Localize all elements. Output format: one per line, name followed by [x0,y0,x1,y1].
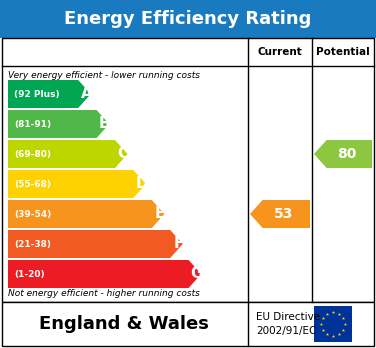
Text: (81-91): (81-91) [14,119,51,128]
Text: 2002/91/EC: 2002/91/EC [256,326,316,336]
Polygon shape [250,200,310,228]
Text: E: E [155,206,165,221]
Text: Energy Efficiency Rating: Energy Efficiency Rating [64,10,312,28]
Text: C: C [118,147,129,161]
Text: A: A [80,87,92,102]
Text: B: B [99,117,111,132]
Polygon shape [8,260,201,288]
Polygon shape [8,110,109,138]
Polygon shape [8,170,146,198]
Bar [2,38,374,302]
Polygon shape [8,200,164,228]
Text: F: F [173,237,183,252]
Text: D: D [135,176,148,191]
Text: (55-68): (55-68) [14,180,51,189]
Text: G: G [191,267,203,282]
Bar [2,302,374,346]
Text: (21-38): (21-38) [14,239,51,248]
Polygon shape [314,140,372,168]
Text: England & Wales: England & Wales [39,315,209,333]
Text: (1-20): (1-20) [14,269,45,278]
Text: 53: 53 [274,207,293,221]
Bar [0,0,376,38]
Text: (92 Plus): (92 Plus) [14,89,60,98]
Text: Not energy efficient - higher running costs: Not energy efficient - higher running co… [8,290,200,299]
Text: (39-54): (39-54) [14,209,51,219]
Text: (69-80): (69-80) [14,150,51,158]
Polygon shape [8,140,127,168]
Text: EU Directive: EU Directive [256,312,320,322]
Text: 80: 80 [337,147,356,161]
Text: Very energy efficient - lower running costs: Very energy efficient - lower running co… [8,71,200,80]
Text: Current: Current [258,47,302,57]
Text: Potential: Potential [316,47,370,57]
Bar [314,306,352,342]
Polygon shape [8,80,91,108]
Polygon shape [8,230,183,258]
